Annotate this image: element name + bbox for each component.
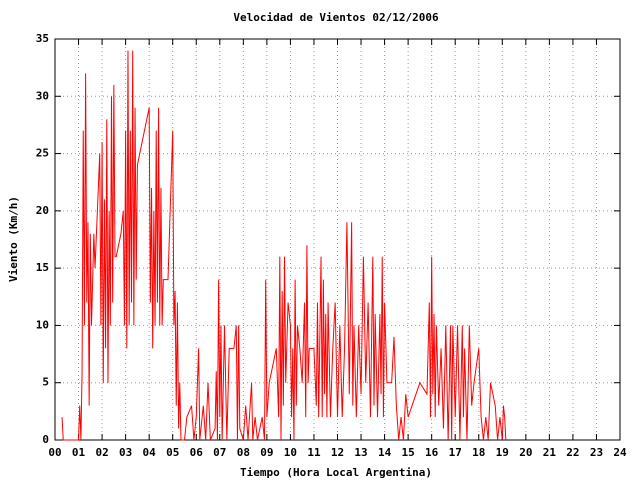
- x-tick-label: 11: [307, 446, 321, 459]
- x-axis-label: Tiempo (Hora Local Argentina): [240, 466, 432, 479]
- x-tick-label: 13: [354, 446, 367, 459]
- x-tick-label: 16: [425, 446, 439, 459]
- x-tick-label: 01: [72, 446, 86, 459]
- y-tick-label: 20: [36, 204, 49, 217]
- x-tick-label: 15: [402, 446, 415, 459]
- x-tick-label: 20: [519, 446, 532, 459]
- y-tick-label: 10: [36, 318, 49, 331]
- x-tick-label: 10: [284, 446, 297, 459]
- x-tick-label: 18: [472, 446, 485, 459]
- x-tick-label: 02: [95, 446, 108, 459]
- x-tick-label: 07: [213, 446, 226, 459]
- y-tick-label: 5: [42, 376, 49, 389]
- x-tick-label: 00: [48, 446, 61, 459]
- x-tick-label: 17: [449, 446, 462, 459]
- x-tick-label: 03: [119, 446, 132, 459]
- x-tick-label: 06: [190, 446, 204, 459]
- x-tick-label: 22: [566, 446, 579, 459]
- y-tick-label: 15: [36, 261, 49, 274]
- x-tick-label: 12: [331, 446, 344, 459]
- y-tick-label: 0: [42, 433, 49, 446]
- x-tick-label: 23: [590, 446, 603, 459]
- x-tick-label: 24: [613, 446, 627, 459]
- y-tick-label: 35: [36, 32, 49, 45]
- x-tick-label: 21: [543, 446, 557, 459]
- y-axis-label: Viento (Km/h): [7, 196, 20, 282]
- chart-title: Velocidad de Vientos 02/12/2006: [233, 11, 439, 24]
- x-tick-label: 04: [143, 446, 157, 459]
- x-tick-label: 19: [496, 446, 509, 459]
- data-line: [61, 50, 507, 441]
- x-tick-label: 08: [237, 446, 250, 459]
- x-tick-label: 05: [166, 446, 179, 459]
- x-tick-label: 14: [378, 446, 392, 459]
- y-tick-label: 30: [36, 89, 49, 102]
- x-tick-label: 09: [260, 446, 273, 459]
- plot-border: [54, 38, 621, 441]
- y-tick-label: 25: [36, 147, 49, 160]
